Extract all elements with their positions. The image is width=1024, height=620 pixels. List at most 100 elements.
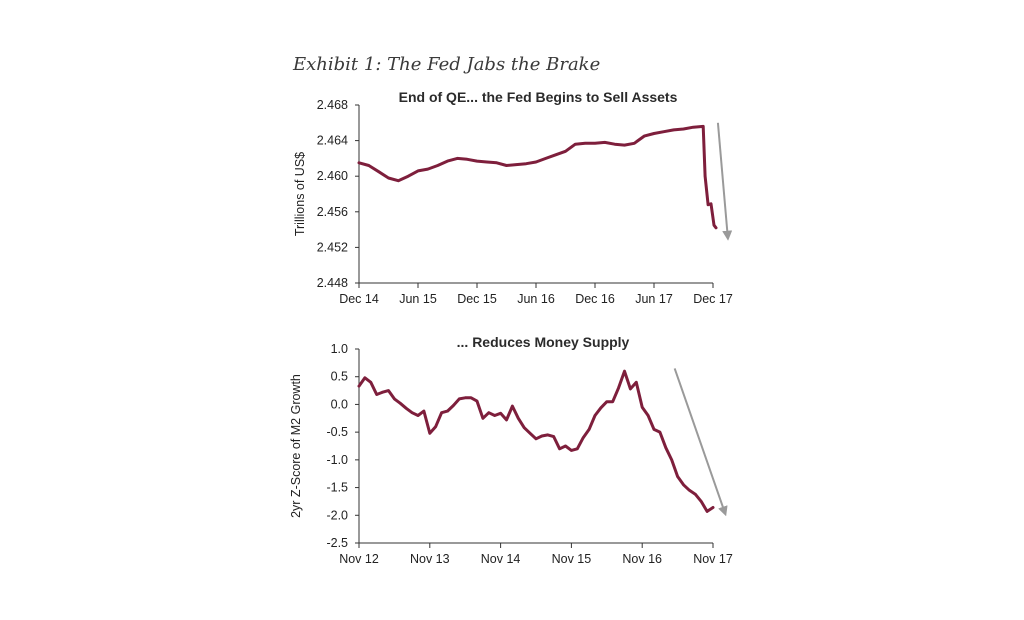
data-point [485,160,488,164]
chart-money-supply: ... Reduces Money Supply 2yr Z-Score of M… [289,334,733,566]
y-tick-label: 2.464 [317,134,348,148]
data-point [363,376,367,379]
series-line-0 [357,124,718,230]
data-point [641,406,644,409]
y-tick-label: -2.0 [326,508,348,522]
data-point [377,170,380,173]
chart-title: End of QE... the Fed Begins to Sell Asse… [399,89,678,105]
y-axis-label: Trillions of US$ [293,152,307,236]
x-tick-label: Nov 15 [552,552,592,566]
data-point [558,447,561,450]
data-point [564,444,567,448]
y-tick-label: -0.5 [326,425,348,439]
data-point [446,159,449,163]
data-point [682,127,685,131]
data-point [505,418,508,422]
data-point [554,153,557,156]
data-point [458,397,461,401]
data-point [587,428,591,431]
data-point [410,411,414,414]
data-point [381,391,384,394]
x-tick-label: Nov 14 [481,552,521,566]
data-point [436,164,439,167]
data-point [582,436,585,439]
y-tick-label: 2.468 [317,98,348,112]
data-point [688,489,691,492]
data-point [564,150,567,153]
data-point [709,202,713,205]
data-point [544,157,547,160]
data-point [635,381,638,384]
data-point [692,126,695,129]
data-point [599,406,603,409]
data-point [369,381,372,384]
data-point [495,161,498,164]
chart-title: ... Reduces Money Supply [457,334,630,350]
data-point [469,396,473,399]
data-point [611,400,614,403]
data-point [706,203,710,206]
data-point [434,425,437,428]
data-point [703,175,707,178]
data-point [446,409,449,413]
data-point [456,157,459,160]
y-tick-label: 1.0 [331,342,348,356]
y-tick-label: 0.5 [331,370,348,384]
y-tick-label: -2.5 [326,536,348,550]
data-point [464,396,467,399]
data-point [387,389,390,392]
data-point [570,449,573,452]
data-point [694,493,697,496]
data-point [576,447,579,450]
data-point [593,142,597,145]
data-point [670,458,673,462]
data-point [652,428,656,431]
data-point [712,224,716,227]
x-tick-label: Dec 16 [575,292,615,306]
data-point [475,399,479,403]
series-line-0 [357,369,715,513]
data-point [416,414,420,417]
data-point [672,128,675,132]
x-tick-label: Jun 16 [517,292,555,306]
x-tick-label: Dec 15 [457,292,497,306]
data-point [664,446,667,449]
x-tick-label: Nov 13 [410,552,450,566]
data-point [584,142,587,145]
data-point [700,500,703,503]
data-point [511,404,514,408]
data-point [357,161,361,164]
chart-fed-assets: End of QE... the Fed Begins to Sell Asse… [293,89,733,306]
data-point [481,417,485,420]
y-tick-label: 0.0 [331,397,348,411]
data-point [552,435,555,438]
data-point [682,483,685,486]
trend-arrow [716,122,733,241]
data-point [426,167,429,171]
data-point [705,510,709,513]
data-point [387,176,390,180]
data-point [613,143,616,146]
data-point [493,414,496,417]
data-point [593,414,597,417]
data-point [605,400,608,403]
data-point [702,125,705,128]
data-point [662,130,665,133]
data-point [367,164,370,167]
data-point [603,141,606,144]
data-point [574,143,577,146]
data-point [546,433,549,437]
x-tick-label: Dec 17 [693,292,733,306]
data-point [633,142,636,145]
x-tick-label: Jun 15 [399,292,437,306]
data-point [405,407,408,410]
data-point [646,414,650,417]
data-point [623,143,626,147]
data-point [487,411,490,414]
data-point [357,384,361,388]
y-tick-label: 2.456 [317,205,348,219]
data-point [629,387,632,391]
y-tick-label: 2.460 [317,169,348,183]
data-point [523,426,526,429]
